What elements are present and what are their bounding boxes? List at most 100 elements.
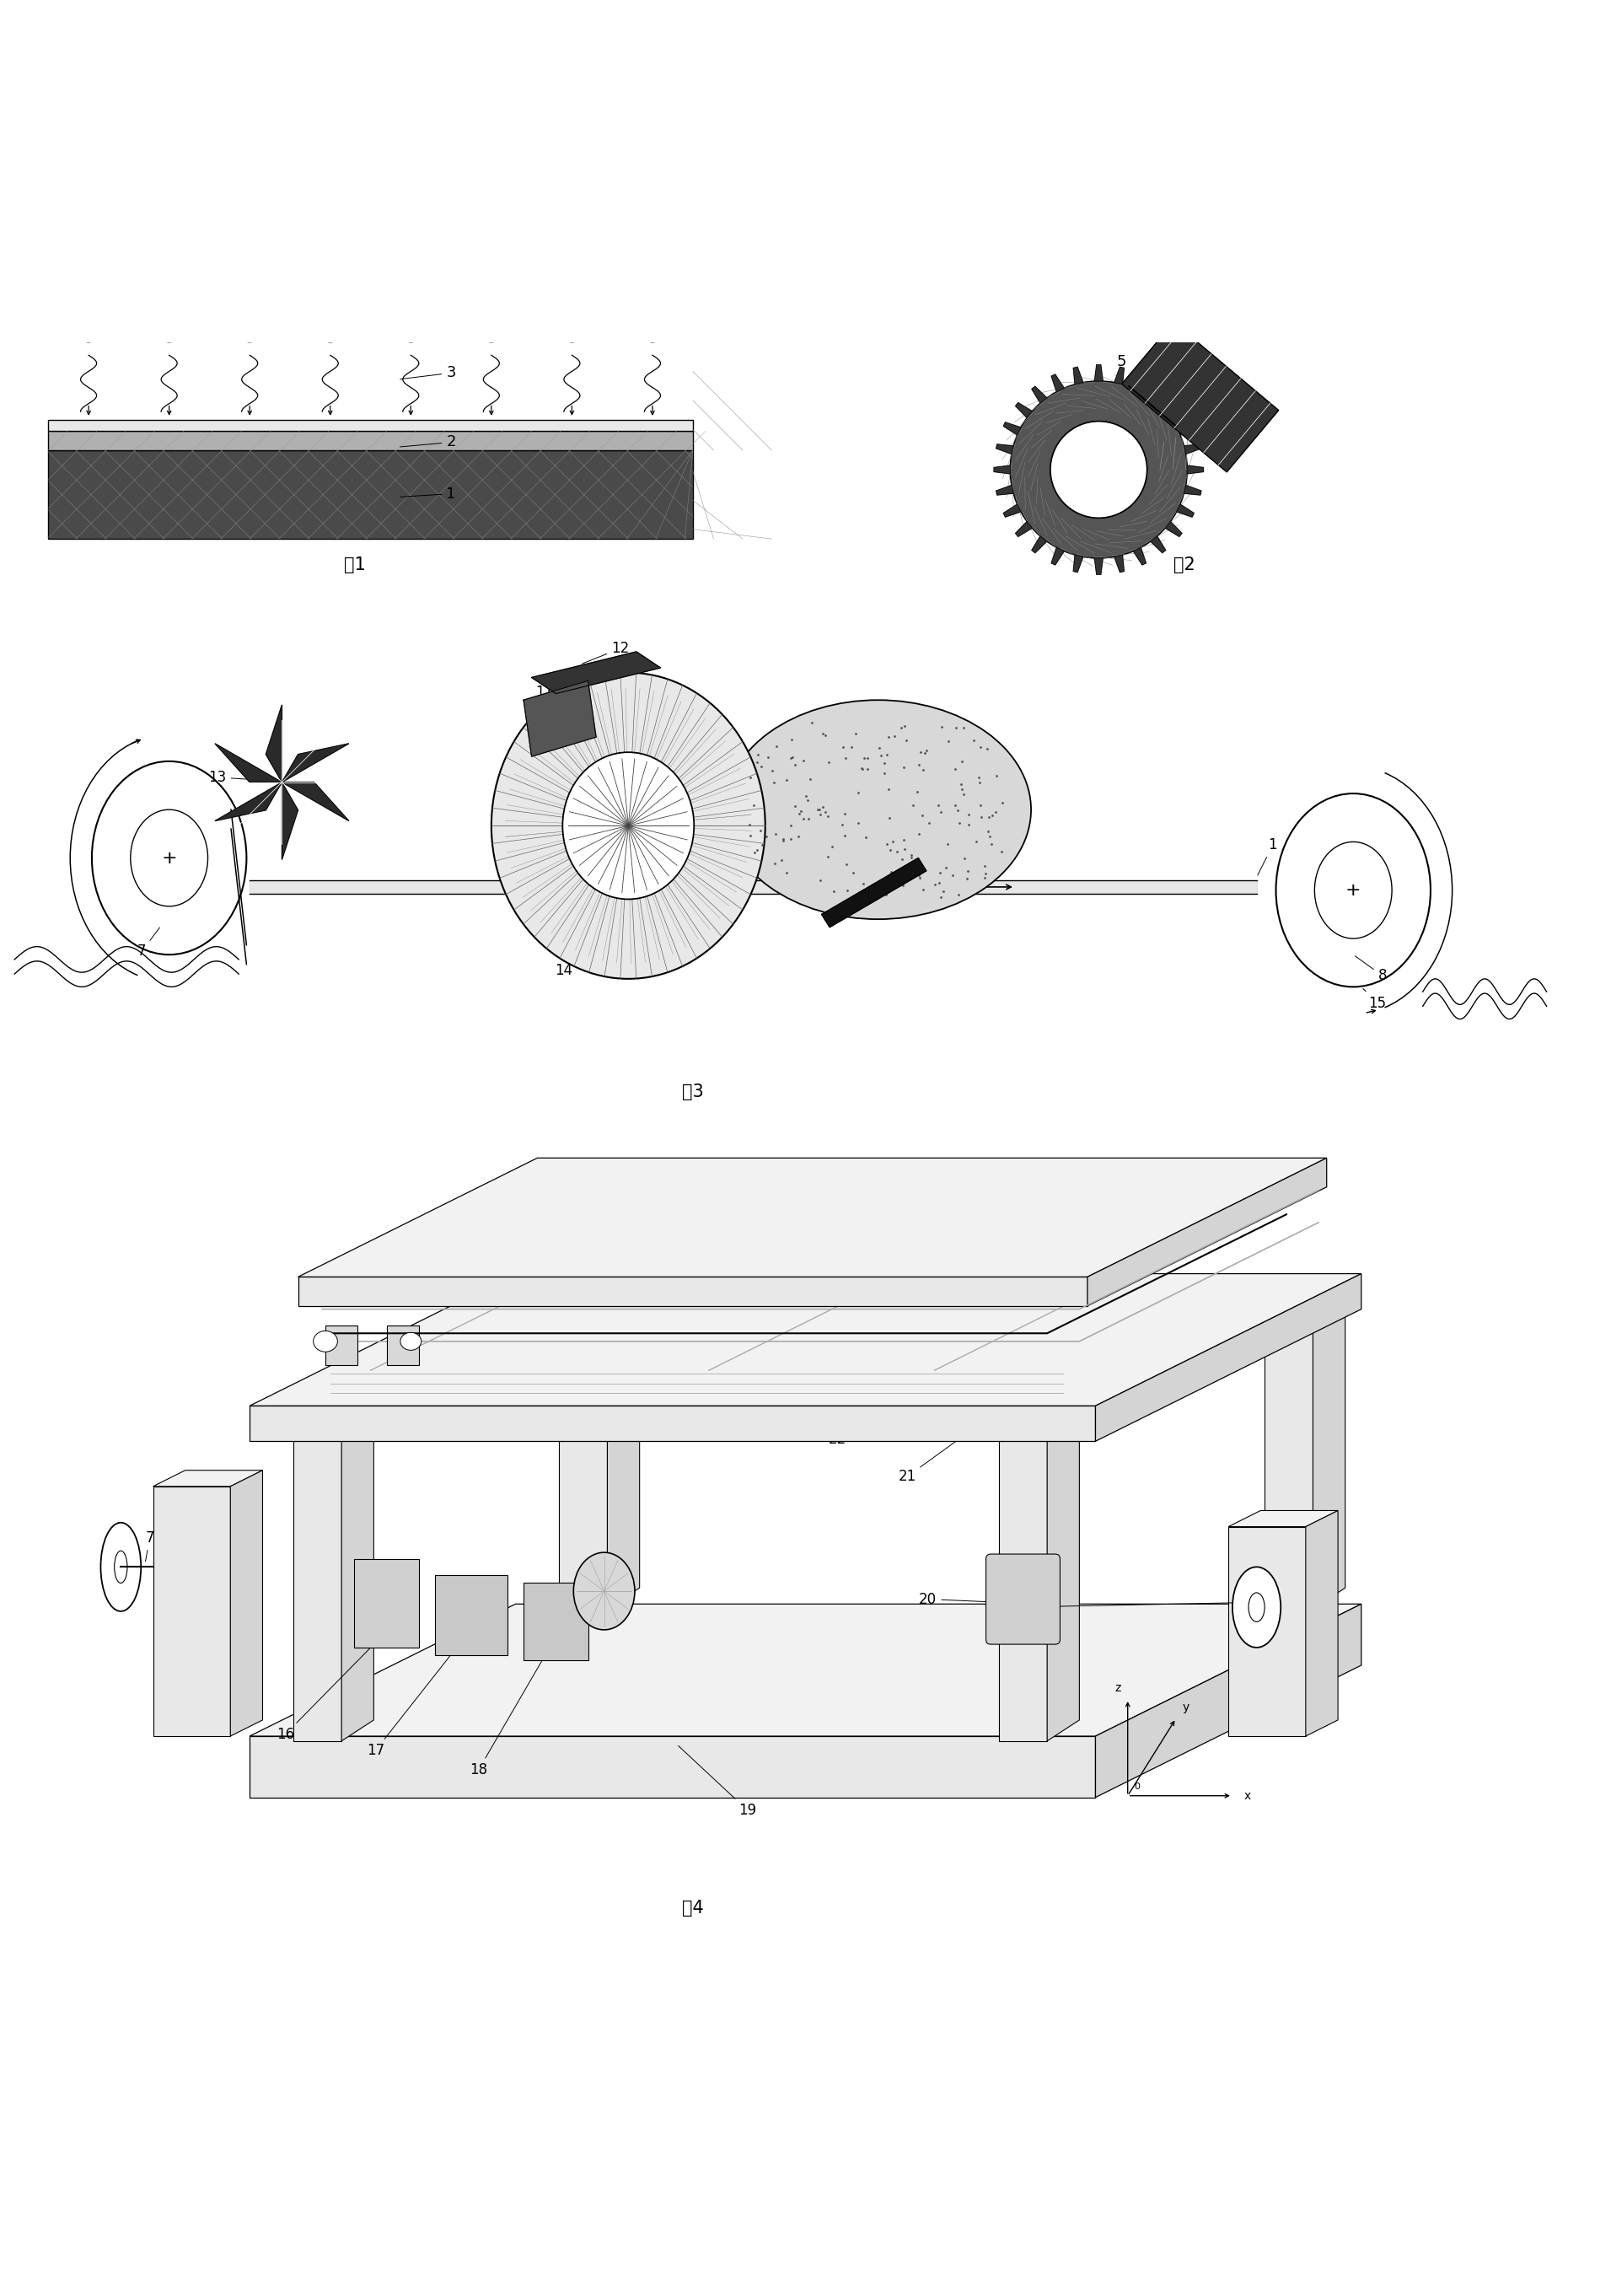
Polygon shape: [1265, 1302, 1313, 1609]
Text: 11: 11: [535, 684, 554, 707]
Polygon shape: [250, 1605, 1361, 1736]
Bar: [325, 1325, 358, 1366]
Text: 17: 17: [366, 1646, 458, 1759]
Circle shape: [238, 319, 261, 342]
Polygon shape: [1094, 558, 1104, 574]
Text: +: +: [161, 850, 177, 866]
Polygon shape: [266, 705, 282, 783]
Polygon shape: [1165, 521, 1182, 537]
Polygon shape: [342, 1414, 374, 1740]
Polygon shape: [1047, 1414, 1079, 1740]
Ellipse shape: [401, 1332, 422, 1350]
Circle shape: [158, 319, 180, 342]
Polygon shape: [1307, 1511, 1339, 1736]
Polygon shape: [1265, 1281, 1345, 1302]
Text: 1: 1: [400, 487, 456, 501]
Bar: [524, 1582, 588, 1660]
Text: 19: 19: [678, 1745, 757, 1818]
Circle shape: [641, 319, 664, 342]
Polygon shape: [1150, 386, 1166, 404]
Polygon shape: [282, 783, 298, 859]
Polygon shape: [1187, 466, 1203, 473]
Polygon shape: [298, 1277, 1087, 1306]
Text: 21: 21: [897, 1424, 981, 1483]
Polygon shape: [1094, 365, 1104, 381]
Text: 9: 9: [917, 861, 967, 889]
Text: 5: 5: [1116, 354, 1126, 370]
Polygon shape: [1115, 367, 1124, 383]
Polygon shape: [1134, 374, 1145, 393]
Polygon shape: [1229, 1511, 1339, 1527]
Polygon shape: [1095, 1605, 1361, 1798]
Polygon shape: [1184, 443, 1202, 455]
FancyBboxPatch shape: [986, 1554, 1060, 1644]
Text: 13: 13: [208, 769, 269, 785]
Text: 8: 8: [1355, 955, 1387, 983]
Text: 6: 6: [1173, 363, 1182, 377]
Polygon shape: [1052, 374, 1063, 393]
Text: 15: 15: [1363, 990, 1387, 1010]
Polygon shape: [282, 744, 350, 783]
Text: 22: 22: [828, 1339, 854, 1446]
Text: x: x: [1244, 1791, 1250, 1802]
Polygon shape: [250, 1736, 1095, 1798]
Ellipse shape: [1249, 1593, 1265, 1621]
Text: 16: 16: [275, 1642, 377, 1743]
Ellipse shape: [725, 700, 1031, 918]
Polygon shape: [1052, 546, 1063, 565]
Polygon shape: [298, 1157, 1327, 1277]
Wedge shape: [1010, 381, 1187, 558]
Bar: [48, 420, 693, 432]
Polygon shape: [1115, 556, 1124, 572]
Text: 23: 23: [406, 1364, 425, 1428]
Text: z: z: [1115, 1683, 1121, 1694]
Text: 1: 1: [1258, 838, 1278, 875]
Polygon shape: [153, 1486, 230, 1736]
Polygon shape: [1184, 484, 1202, 496]
Text: 4: 4: [1192, 432, 1202, 448]
Text: 7: 7: [137, 928, 159, 960]
Polygon shape: [532, 652, 661, 693]
Polygon shape: [1121, 321, 1279, 473]
Polygon shape: [994, 466, 1010, 473]
Bar: [354, 1559, 419, 1649]
Circle shape: [400, 319, 422, 342]
Ellipse shape: [314, 1332, 338, 1352]
Polygon shape: [1134, 546, 1145, 565]
Text: +: +: [1345, 882, 1361, 898]
Text: 0: 0: [1134, 1782, 1141, 1791]
Text: 12: 12: [582, 641, 630, 664]
Ellipse shape: [1232, 1566, 1281, 1649]
Polygon shape: [1073, 556, 1083, 572]
Text: 3: 3: [400, 365, 456, 381]
Bar: [48, 432, 693, 450]
Bar: [435, 1575, 507, 1655]
Polygon shape: [250, 1405, 1095, 1442]
Polygon shape: [1176, 505, 1194, 517]
Polygon shape: [293, 1435, 342, 1740]
Polygon shape: [1313, 1281, 1345, 1609]
Polygon shape: [230, 1469, 263, 1736]
Polygon shape: [999, 1435, 1047, 1740]
Ellipse shape: [130, 810, 208, 907]
Polygon shape: [1004, 422, 1021, 434]
Bar: [48, 450, 693, 540]
Text: 10: 10: [933, 829, 988, 861]
Polygon shape: [1165, 402, 1182, 418]
Text: 4: 4: [880, 726, 920, 748]
Polygon shape: [1031, 386, 1047, 404]
Polygon shape: [559, 1302, 607, 1609]
Circle shape: [1050, 420, 1147, 519]
Circle shape: [77, 319, 100, 342]
Text: 20: 20: [918, 1591, 1000, 1607]
Polygon shape: [1176, 422, 1194, 434]
Polygon shape: [250, 1274, 1361, 1405]
Circle shape: [561, 319, 583, 342]
Polygon shape: [999, 1414, 1079, 1435]
Polygon shape: [822, 859, 926, 928]
Text: 8: 8: [1010, 1600, 1252, 1614]
Ellipse shape: [574, 1552, 635, 1630]
Text: 图4: 图4: [681, 1901, 704, 1917]
Text: 18: 18: [469, 1653, 546, 1777]
Polygon shape: [1095, 1274, 1361, 1442]
